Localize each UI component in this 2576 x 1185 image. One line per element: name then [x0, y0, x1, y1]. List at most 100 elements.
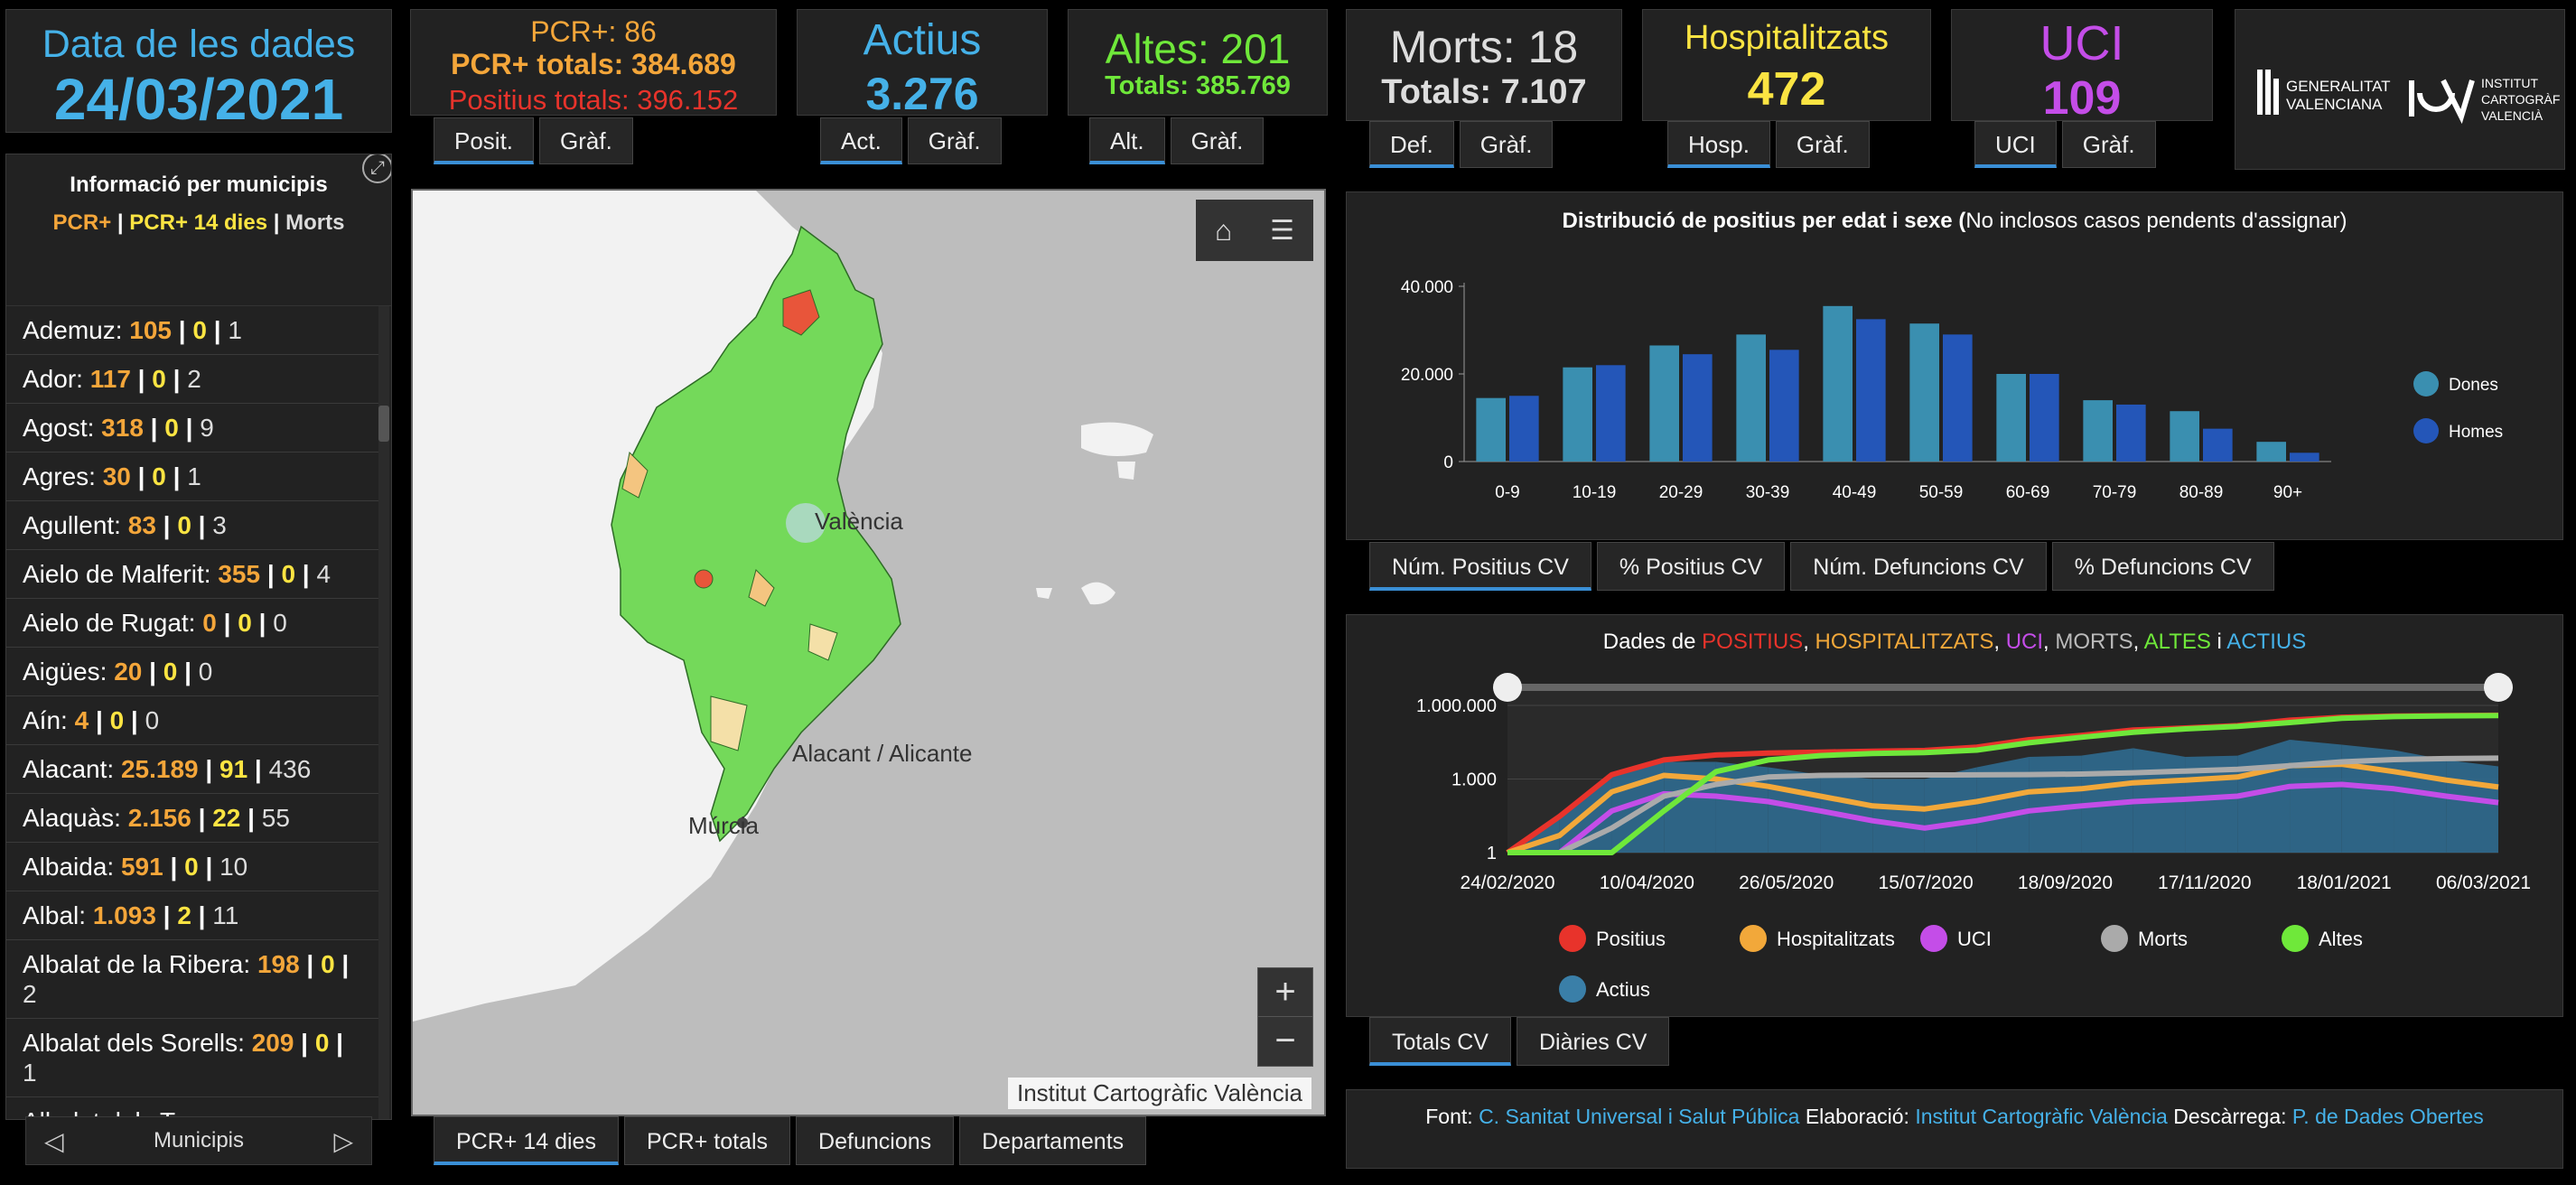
source-elab-link[interactable]: Institut Cartogràfic València — [1915, 1105, 2168, 1128]
chevron-right-icon[interactable]: ▷ — [333, 1127, 353, 1155]
bar-dones[interactable] — [1476, 397, 1506, 462]
tab-pct-defuncions[interactable]: % Defuncions CV — [2051, 542, 2274, 591]
municipis-list[interactable]: Ademuz: 105 | 0 | 1 Ador: 117 | 0 | 2 Agos… — [6, 306, 378, 1119]
bar-dones[interactable] — [1649, 345, 1679, 462]
map-canvas[interactable]: València Alacant / Alicante Múrcia — [413, 191, 1326, 1116]
list-item[interactable]: Aigües: 20 | 0 | 0 — [6, 648, 378, 696]
altes-totals: Totals: 385.769 — [1105, 71, 1291, 100]
bar-dones[interactable] — [1996, 374, 2026, 462]
bar-homes[interactable] — [1509, 396, 1539, 462]
bar-dones[interactable] — [1736, 334, 1766, 462]
map[interactable]: València Alacant / Alicante Múrcia ⌂ ☰ +… — [411, 189, 1326, 1116]
tab-defuncions[interactable]: Defuncions — [796, 1116, 955, 1165]
bar-homes[interactable] — [2116, 404, 2146, 462]
legend-pcr14: PCR+ 14 dies — [129, 210, 268, 235]
tab-positius-graf[interactable]: Gràf. — [539, 117, 633, 164]
tab-pcr14[interactable]: PCR+ 14 dies — [434, 1116, 619, 1165]
list-item[interactable]: Albalat dels Sorells: 209 | 0 | 1 — [6, 1019, 378, 1097]
municipi-pcr: 4 — [74, 706, 89, 734]
separator: | — [198, 853, 220, 881]
list-item[interactable]: Alacant: 25.189 | 91 | 436 — [6, 745, 378, 794]
municipis-scrollbar[interactable] — [378, 306, 389, 1119]
bar-homes[interactable] — [1769, 350, 1799, 462]
bar-dones[interactable] — [1909, 323, 1939, 462]
list-item[interactable]: Agres: 30 | 0 | 1 — [6, 453, 378, 501]
source-font-link[interactable]: C. Sanitat Universal i Salut Pública — [1479, 1105, 1800, 1128]
bar-homes[interactable] — [1943, 334, 1973, 462]
timeline-title-part: MORTS — [2055, 630, 2133, 654]
tab-pcr-totals[interactable]: PCR+ totals — [623, 1116, 791, 1165]
bar-dones[interactable] — [2083, 400, 2113, 462]
range-handle-left[interactable] — [1493, 673, 1522, 702]
list-item[interactable]: Aielo de Rugat: 0 | 0 | 0 — [6, 599, 378, 648]
bar-dones[interactable] — [1563, 367, 1592, 462]
list-item[interactable]: Aín: 4 | 0 | 0 — [6, 696, 378, 745]
tab-departaments[interactable]: Departaments — [959, 1116, 1147, 1165]
tab-altes-graf[interactable]: Gràf. — [1170, 117, 1265, 164]
bar-dones[interactable] — [1823, 305, 1853, 462]
altes-tabs: Alt. Gràf. — [1089, 117, 1265, 164]
series-line-altes[interactable] — [1507, 713, 2499, 855]
bar-dones[interactable] — [2256, 442, 2286, 462]
bar-dones[interactable] — [2170, 411, 2199, 462]
separator: | — [130, 365, 153, 393]
bar-homes[interactable] — [1683, 354, 1713, 462]
tab-pct-positius[interactable]: % Positius CV — [1596, 542, 1786, 591]
tab-num-positius[interactable]: Núm. Positius CV — [1369, 542, 1591, 591]
list-item[interactable]: Albalat dels Tarongers: — [6, 1097, 378, 1119]
bar-homes[interactable] — [1856, 319, 1886, 462]
valencia-region[interactable] — [611, 225, 901, 843]
list-item[interactable]: Aielo de Malferit: 355 | 0 | 4 — [6, 550, 378, 599]
tab-diaries-cv[interactable]: Diàries CV — [1516, 1017, 1670, 1066]
tab-num-defuncions[interactable]: Núm. Defuncions CV — [1790, 542, 2047, 591]
expand-icon[interactable]: ⤢ — [362, 154, 391, 183]
bar-homes[interactable] — [2030, 374, 2059, 462]
list-item[interactable]: Alaquàs: 2.156 | 22 | 55 — [6, 794, 378, 843]
timeline-title: Dades de POSITIUS, HOSPITALITZATS, UCI, … — [1347, 630, 2562, 655]
tab-altes[interactable]: Alt. — [1089, 117, 1165, 164]
bar-homes[interactable] — [2290, 453, 2319, 462]
series-line-morts[interactable] — [1507, 755, 2499, 855]
home-icon[interactable]: ⌂ — [1214, 213, 1233, 247]
tab-morts[interactable]: Def. — [1369, 121, 1454, 168]
actius-area — [1507, 818, 1560, 853]
legend-label: Dones — [2449, 376, 2498, 395]
scrollbar-thumb[interactable] — [378, 406, 389, 442]
tab-morts-graf[interactable]: Gràf. — [1459, 121, 1554, 168]
municipi-pcr: 30 — [102, 462, 131, 490]
list-item[interactable]: Ador: 117 | 0 | 2 — [6, 355, 378, 404]
zoom-in-button[interactable]: + — [1258, 968, 1312, 1017]
chevron-left-icon[interactable]: ◁ — [44, 1127, 64, 1155]
municipi-morts: 3 — [212, 511, 227, 539]
bar-homes[interactable] — [2203, 428, 2233, 462]
x-tick-label: 40-49 — [1833, 483, 1877, 502]
legend-swatch — [1559, 925, 1586, 952]
municipi-morts: 10 — [219, 853, 248, 881]
separator: | — [191, 804, 213, 832]
list-item[interactable]: Ademuz: 105 | 0 | 1 — [6, 306, 378, 355]
uci-label: UCI — [2039, 16, 2124, 70]
tab-actius-graf[interactable]: Gràf. — [907, 117, 1002, 164]
tab-hosp-graf[interactable]: Gràf. — [1775, 121, 1870, 168]
municipi-name: Aielo de Malferit: — [23, 560, 211, 588]
tab-actius[interactable]: Act. — [820, 117, 902, 164]
list-item[interactable]: Agullent: 83 | 0 | 3 — [6, 501, 378, 550]
x-tick-label: 80-89 — [2179, 483, 2224, 502]
zoom-out-button[interactable]: − — [1274, 1021, 1296, 1060]
date-title: Data de les dades — [42, 23, 356, 66]
age-chart[interactable]: 0 20.000 40.000 0-9 10-19 20-29 30-39 40-49 50-5… — [1347, 192, 2564, 541]
source-desc-link[interactable]: P. de Dades Obertes — [2291, 1105, 2484, 1128]
tab-totals-cv[interactable]: Totals CV — [1369, 1017, 1511, 1066]
list-item[interactable]: Albaida: 591 | 0 | 10 — [6, 843, 378, 891]
tab-uci[interactable]: UCI — [1974, 121, 2057, 168]
range-handle-right[interactable] — [2484, 673, 2513, 702]
tab-hosp[interactable]: Hosp. — [1667, 121, 1770, 168]
tab-positius[interactable]: Posit. — [434, 117, 535, 164]
timeline-chart[interactable]: 1 1.000 1.000.000 24/02/2020 10/04/2020 26/05… — [1347, 615, 2564, 1018]
tab-uci-graf[interactable]: Gràf. — [2061, 121, 2156, 168]
list-item[interactable]: Albalat de la Ribera: 198 | 0 | 2 — [6, 940, 378, 1019]
bar-homes[interactable] — [1596, 365, 1626, 462]
list-item[interactable]: Agost: 318 | 0 | 9 — [6, 404, 378, 453]
list-item[interactable]: Albal: 1.093 | 2 | 11 — [6, 891, 378, 940]
layer-list-icon[interactable]: ☰ — [1270, 215, 1295, 246]
